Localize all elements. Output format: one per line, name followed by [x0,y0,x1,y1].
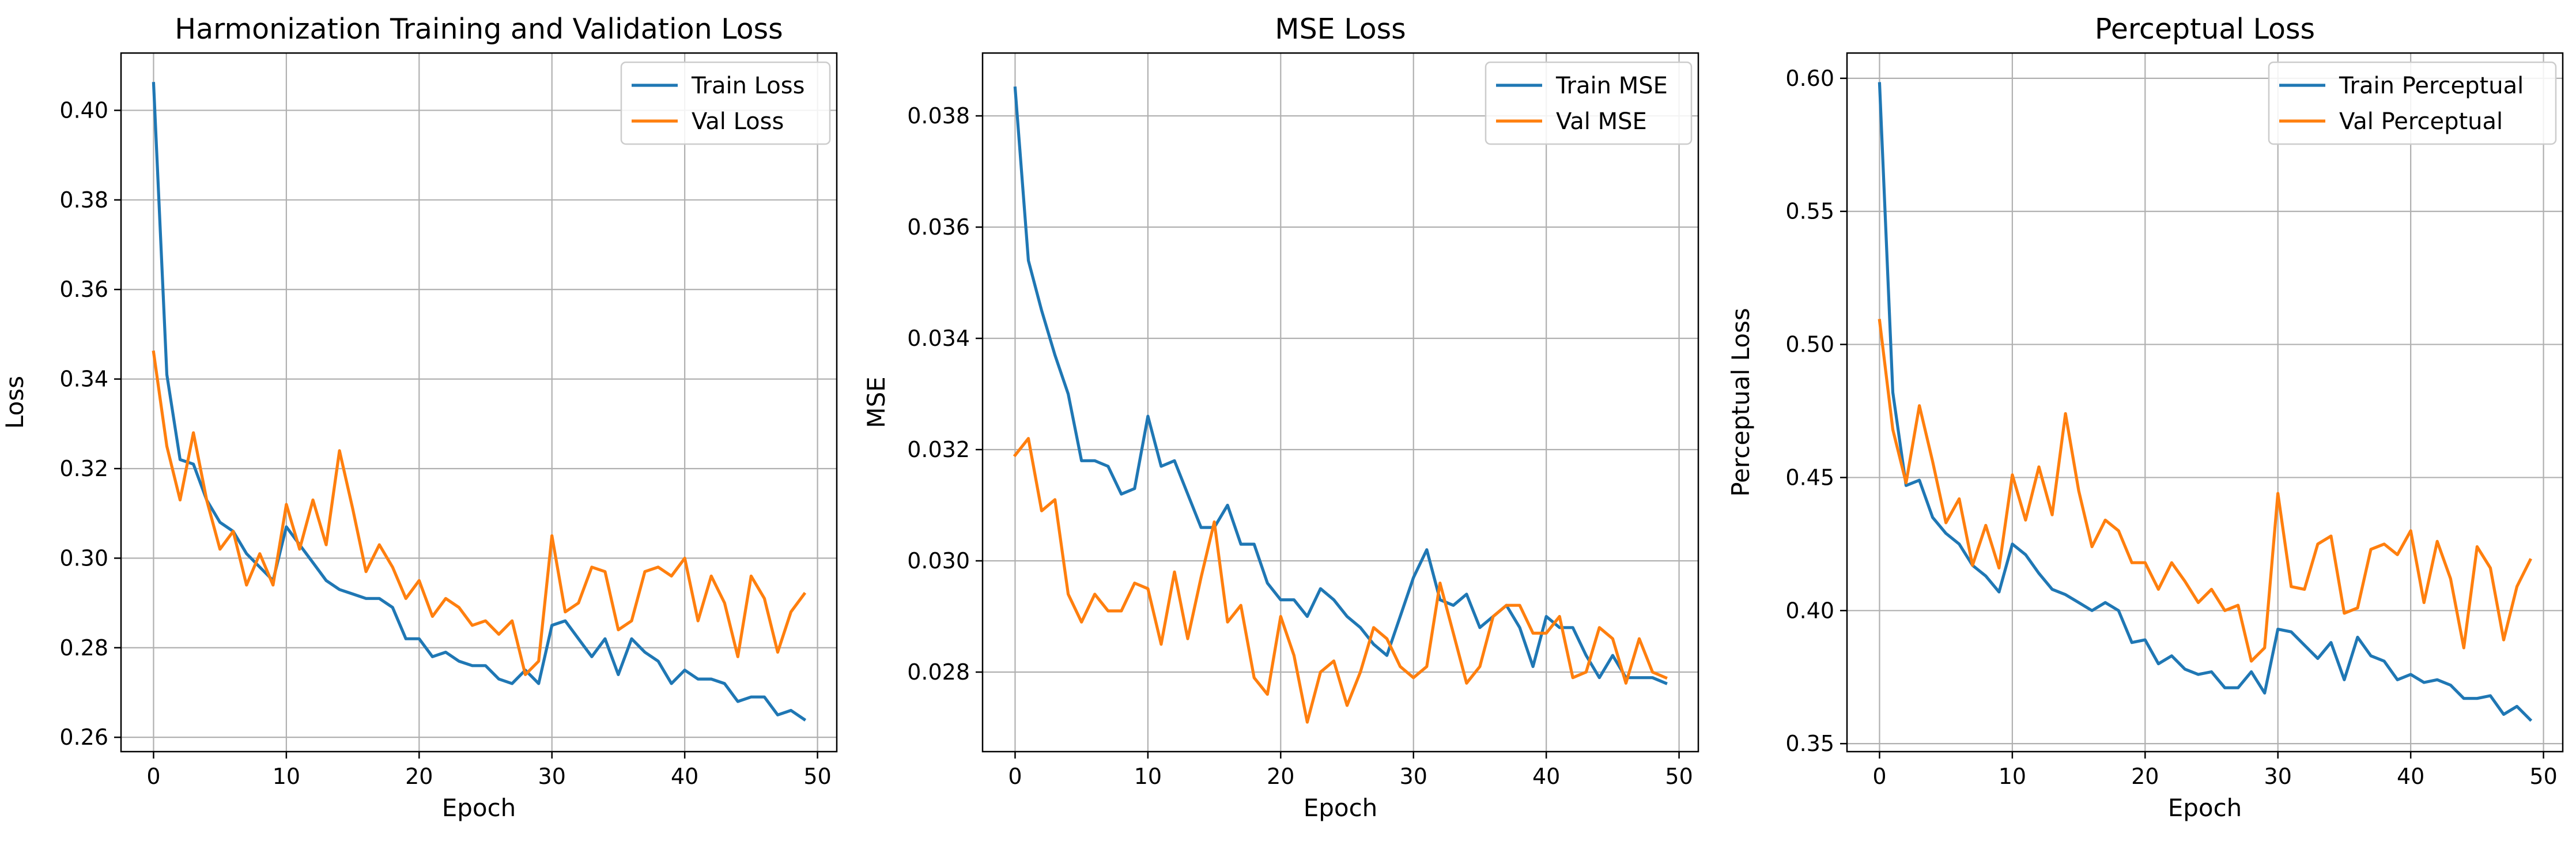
y-ticks: 0.028 0.030 0.032 0.034 0.036 0.038 [907,103,983,685]
series-lines [1878,82,2533,722]
x-ticks: 0 10 20 30 40 50 [1872,752,2558,789]
x-tick-label: 30 [2264,764,2292,789]
legend-box [1485,61,1693,145]
y-tick-label: 0.028 [907,659,970,685]
y-tick-label: 0.26 [59,725,108,750]
x-tick-label: 50 [2529,764,2557,789]
axes-frame [120,52,838,753]
y-tick-label: 0.30 [59,545,108,571]
y-tick-label: 0.38 [59,187,108,213]
x-tick-label: 0 [1008,764,1022,789]
x-tick-label: 50 [803,764,831,789]
y-tick-label: 0.038 [907,103,970,129]
x-tick-label: 20 [1267,764,1294,789]
panels: 0 10 20 30 40 500.260.280.300.320.340.360.380… [1,13,2564,822]
y-tick-label: 0.45 [1785,465,1834,490]
x-tick-label: 10 [1999,764,2026,789]
x-axis-label: Epoch [1304,794,1378,822]
series-line-train-perceptual [1878,82,2533,722]
y-tick-label: 0.32 [59,456,108,481]
y-tick-label: 0.036 [907,214,970,240]
y-tick-label: 0.34 [59,367,108,392]
y-tick-label: 0.034 [907,326,970,351]
x-tick-label: 50 [1665,764,1693,789]
axes-frame [1846,52,2564,753]
y-tick-label: 0.36 [59,277,108,302]
x-ticks: 0 10 20 30 40 50 [146,752,832,789]
x-tick-label: 40 [2397,764,2424,789]
series-line-val-loss [152,350,807,677]
legend-entry: Train MSE [1555,73,1668,99]
x-tick-label: 40 [671,764,698,789]
x-tick-label: 10 [1134,764,1162,789]
chart-title: MSE Loss [1275,13,1406,46]
x-ticks: 0 10 20 30 40 50 [1008,752,1693,789]
y-ticks: 0.35 0.40 0.45 0.50 0.55 0.60 [1785,66,1847,756]
y-axis-label: Loss [1,376,29,429]
x-tick-label: 30 [1400,764,1427,789]
chart-panel-3: 0 10 20 30 40 50 0.35 0.40 0.45 0.50 0.55 0.60 Perce… [1727,13,2564,822]
legend-box [2268,61,2557,145]
y-tick-label: 0.032 [907,437,970,462]
x-axis-label: Epoch [442,794,516,822]
x-tick-label: 10 [273,764,300,789]
legend-entry: Val MSE [1556,108,1647,135]
x-tick-label: 30 [538,764,566,789]
y-axis-label: Perceptual Loss [1727,308,1755,497]
x-axis-label: Epoch [2168,794,2242,822]
legend-entry: Train Perceptual [2339,73,2524,99]
y-tick-label: 0.40 [1785,598,1834,623]
x-tick-label: 20 [405,764,433,789]
y-ticks: 0.26 0.28 0.30 0.32 0.34 0.36 0.38 0.40 [59,97,121,750]
series-line-val-perceptual [1878,319,2532,663]
series-line-val-mse [1013,437,1668,724]
chart-title: Harmonization Training and Validation Lo… [175,13,783,46]
y-tick-label: 0.030 [907,548,970,574]
x-tick-label: 40 [1532,764,1560,789]
y-tick-label: 0.50 [1785,332,1834,357]
legend-entry: Train Loss [691,73,804,99]
y-tick-label: 0.40 [59,97,108,123]
legend-entry: Val Loss [692,108,784,135]
chart-panel-1: 0 10 20 30 40 500.260.280.300.320.340.360.380… [1,13,838,822]
chart-title: Perceptual Loss [2095,13,2315,46]
grid-lines [1847,53,2563,752]
series-line-train-mse [1013,86,1668,685]
x-tick-label: 0 [1872,764,1886,789]
legend: Train MSE Val MSE [1485,61,1693,145]
y-tick-label: 0.60 [1785,66,1834,91]
legend-box [620,61,831,145]
series-lines [152,82,807,722]
x-tick-label: 20 [2131,764,2159,789]
y-tick-label: 0.55 [1785,199,1834,224]
legend: Train Perceptual Val Perceptual [2268,61,2557,145]
y-axis-label: MSE [862,376,890,428]
legend: Train Loss Val Loss [620,61,831,145]
y-tick-label: 0.35 [1785,731,1834,756]
y-tick-label: 0.28 [59,635,108,661]
chart-panel-2: 0 10 20 30 40 50 0.028 0.030 0.032 0.034 0.036 0.03… [862,13,1699,822]
legend-entry: Val Perceptual [2339,108,2503,135]
series-line-train-loss [152,82,807,722]
axes-frame [981,52,1699,753]
grid-lines [983,53,1698,752]
x-tick-label: 0 [146,764,160,789]
series-lines [1013,86,1668,724]
